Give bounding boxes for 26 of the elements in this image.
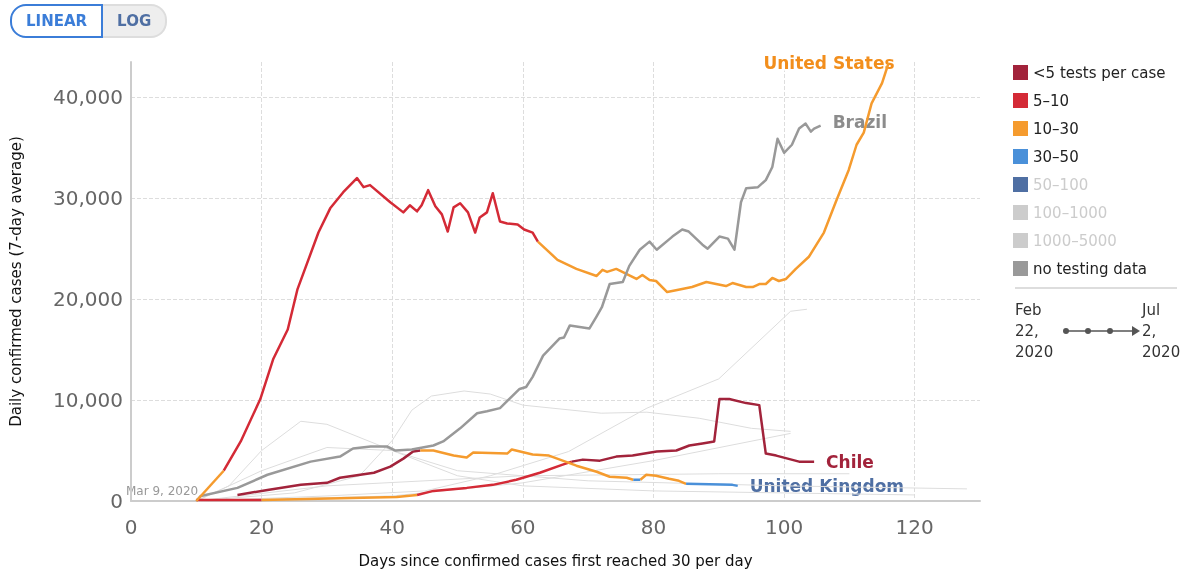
text: LOG <box>103 4 168 38</box>
annotation: United States <box>763 53 895 74</box>
legend-label: 5–10 <box>1033 91 1070 110</box>
x-tick-label: 60 <box>510 515 536 539</box>
y-tick-label: 20,000 <box>53 287 123 312</box>
y-tick-label: 10,000 <box>53 388 123 413</box>
x-tick-label: 100 <box>764 515 804 539</box>
x-tick-label: 20 <box>248 515 275 539</box>
legend-label: no testing data <box>1033 259 1148 278</box>
legend-label: <5 tests per case <box>1033 63 1166 82</box>
x-tick-label: 120 <box>895 515 934 539</box>
x-tick-label: 0 <box>124 515 138 539</box>
legend-label: 30–50 <box>1033 147 1079 166</box>
x-tick-label: 80 <box>640 515 667 539</box>
text: LINEAR <box>10 4 104 38</box>
y-tick-label: 30,000 <box>53 186 123 211</box>
text: Jul 2, 2020 <box>1142 300 1182 363</box>
x-tick-label: 40 <box>379 515 405 539</box>
x-axis-title: Days since confirmed cases first reached 30 per day <box>358 551 753 570</box>
y-tick-label: 0 <box>110 489 123 513</box>
annotation: Chile <box>826 451 874 472</box>
y-axis-title: Daily confirmed cases (7-day average) <box>6 136 25 427</box>
y-tick-label: 40,000 <box>53 85 123 110</box>
annotation: United Kingdom <box>749 475 905 496</box>
legend-label: 10–30 <box>1033 119 1079 138</box>
text: Feb 22, 2020 <box>1015 300 1055 363</box>
